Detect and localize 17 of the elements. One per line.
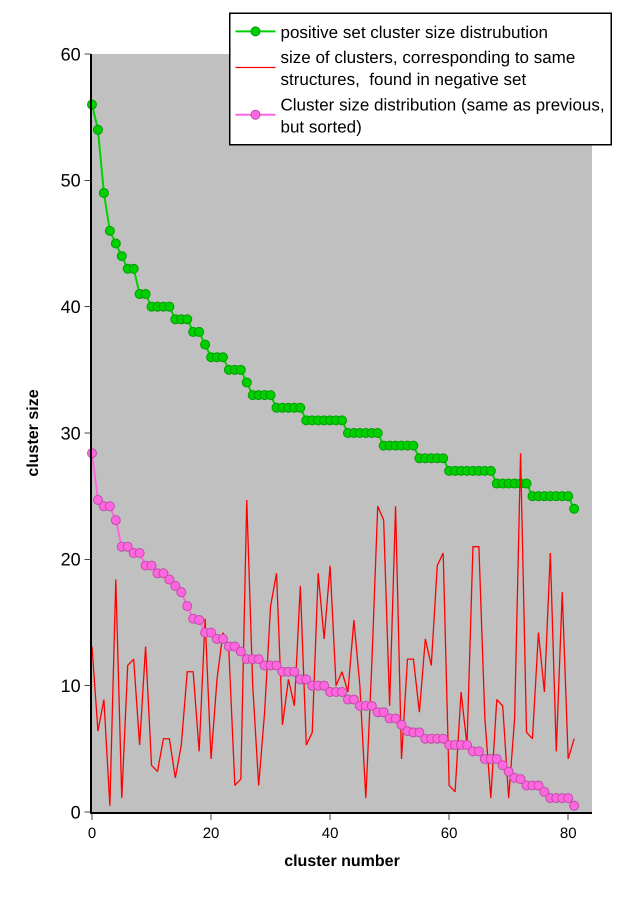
y-tick-label: 60 <box>60 44 81 64</box>
x-tick-label: 60 <box>440 824 458 842</box>
y-tick-label: 10 <box>60 676 81 696</box>
legend-label: size of clusters, corresponding to same structures, found in negative set <box>280 48 576 90</box>
y-tick-label: 0 <box>70 802 81 822</box>
y-tick-label: 30 <box>60 423 81 444</box>
legend-label: Cluster size distribution (same as previous, but sorted) <box>280 95 605 136</box>
legend-label: positive set cluster size distrubution <box>280 22 548 42</box>
x-tick-label: 0 <box>88 824 96 842</box>
y-tick-label: 40 <box>60 296 81 317</box>
y-axis-title: cluster size <box>25 389 42 477</box>
x-tick-label: 40 <box>322 824 338 842</box>
y-tick-label: 50 <box>60 170 81 191</box>
x-tick-label: 80 <box>560 824 577 842</box>
y-tick-label: 20 <box>60 550 81 570</box>
x-tick-label: 20 <box>202 824 220 842</box>
x-axis-title: cluster number <box>284 852 400 870</box>
